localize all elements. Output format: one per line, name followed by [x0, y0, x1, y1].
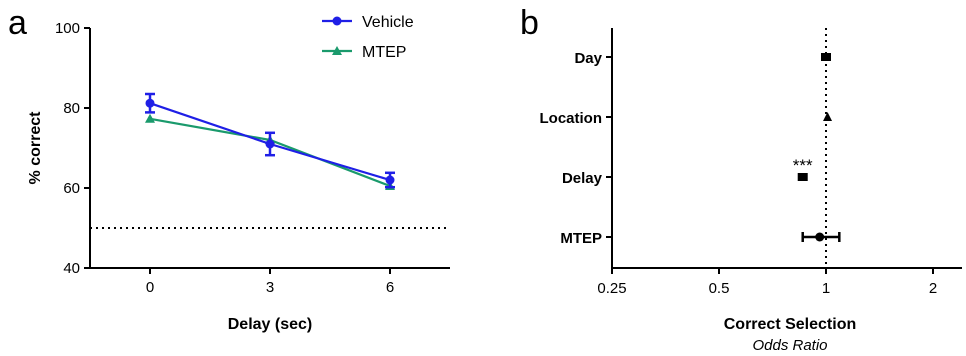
panel-b-x-axis-subtitle: Odds Ratio [752, 337, 827, 354]
data-point [385, 175, 395, 185]
point-marker [815, 232, 825, 242]
category-label: Day [574, 50, 602, 67]
x-tick-label: 2 [929, 280, 937, 297]
panel-b: b 0.25 0.5 1 2 Day Location Delay MTEP *** Cor… [520, 4, 962, 354]
category-label: Location [540, 110, 603, 127]
point-marker [797, 173, 808, 181]
data-point [145, 98, 155, 108]
x-tick-label: 1 [822, 280, 830, 297]
data-point [145, 113, 155, 123]
panel-b-x-axis-title: Correct Selection [724, 316, 856, 333]
legend-label: Vehicle [362, 14, 414, 31]
legend-marker [332, 46, 342, 55]
data-point [265, 139, 275, 149]
y-tick-label: 40 [63, 260, 80, 277]
x-tick-label: 0.25 [597, 280, 626, 297]
x-tick-label: 0.5 [709, 280, 730, 297]
series-vehicle [145, 92, 395, 189]
legend-item-vehicle: Vehicle [322, 14, 414, 31]
panel-a-y-axis-title: % correct [27, 111, 44, 185]
y-tick-label: 80 [63, 100, 80, 117]
y-tick-label: 100 [55, 20, 80, 37]
significance-annotation: *** [793, 156, 813, 175]
legend: Vehicle MTEP [322, 14, 414, 61]
odds-ratio-day [821, 53, 831, 61]
panel-a-letter: a [8, 4, 27, 42]
odds-ratio-location [823, 112, 833, 121]
panel-a-x-axis-title: Delay (sec) [228, 316, 313, 333]
category-label: MTEP [560, 230, 602, 247]
x-tick-label: 0 [146, 279, 154, 296]
legend-marker [332, 16, 342, 26]
point-marker [823, 112, 833, 121]
y-tick-label: 60 [63, 180, 80, 197]
panel-a: a 40 60 80 100 0 3 6 Delay (sec) % correct Ve… [8, 4, 450, 333]
odds-ratio-delay: *** [793, 156, 813, 181]
legend-item-mtep: MTEP [322, 44, 406, 61]
x-tick-label: 3 [266, 279, 274, 296]
category-label: Delay [562, 170, 603, 187]
odds-ratio-mtep [801, 232, 841, 242]
panel-b-letter: b [520, 4, 539, 42]
legend-label: MTEP [362, 44, 406, 61]
x-tick-label: 6 [386, 279, 394, 296]
point-marker [821, 53, 831, 61]
